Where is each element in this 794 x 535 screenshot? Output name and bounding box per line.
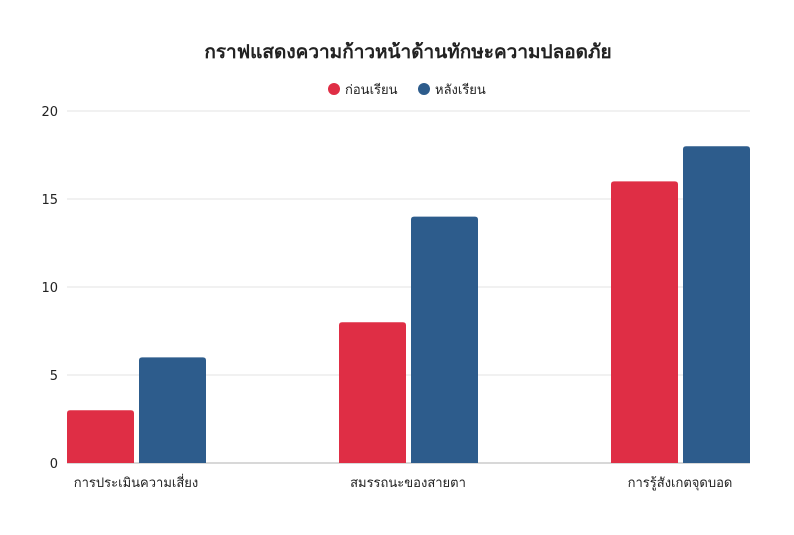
bar-before-3: [611, 181, 678, 463]
bar-after-1: [139, 357, 206, 463]
legend-label: ก่อนเรียน: [345, 82, 398, 98]
y-tick-label: 20: [41, 105, 58, 120]
chart-title: กราฟแสดงความก้าวหน้าด้านทักษะความปลอดภัย: [204, 41, 611, 63]
legend-item[interactable]: หลังเรียน: [418, 82, 486, 98]
legend-marker: [418, 83, 430, 95]
legend-label: หลังเรียน: [435, 82, 486, 98]
y-tick-label: 0: [50, 457, 58, 472]
bar-before-1: [67, 410, 134, 463]
bars: [67, 146, 750, 463]
y-tick-label: 15: [41, 193, 58, 208]
x-tick-label: สมรรถนะของสายตา: [350, 476, 466, 491]
legend: ก่อนเรียน หลังเรียน: [328, 82, 486, 98]
y-tick-label: 10: [41, 281, 58, 296]
bar-after-2: [411, 216, 478, 463]
x-tick-label: การรู้สังเกตจุดบอด: [628, 476, 733, 491]
x-axis-ticks: การประเมินความเสี่ยง สมรรถนะของสายตา การรู…: [74, 474, 733, 491]
legend-marker: [328, 83, 340, 95]
y-axis-ticks: 0 5 10 15 20: [41, 105, 58, 472]
bar-before-2: [339, 322, 406, 463]
y-tick-label: 5: [50, 369, 58, 384]
legend-item[interactable]: ก่อนเรียน: [328, 82, 398, 98]
bar-after-3: [683, 146, 750, 463]
x-tick-label: การประเมินความเสี่ยง: [74, 474, 198, 491]
